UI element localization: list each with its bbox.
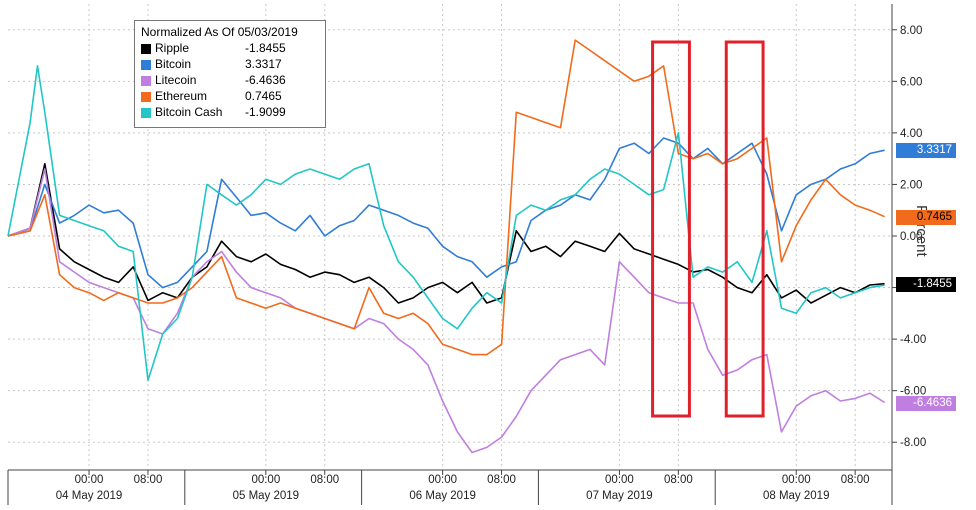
- y-tick-label: 4.00: [900, 128, 922, 140]
- y-tick-label: 6.00: [900, 76, 922, 88]
- x-tick-label: 08:00: [134, 474, 163, 486]
- legend-label: Bitcoin: [155, 57, 192, 71]
- y-tick-label: 0.00: [900, 231, 922, 243]
- x-tick-label: 00:00: [251, 474, 280, 486]
- highlight-box: [724, 40, 765, 418]
- series-line-ethereum: [7, 39, 885, 356]
- legend-label: Bitcoin Cash: [155, 105, 223, 119]
- y-tick-label: -8.00: [900, 437, 926, 449]
- series-line-ripple: [7, 163, 885, 304]
- day-label: 04 May 2019: [56, 490, 123, 502]
- legend-swatch: [141, 108, 151, 118]
- legend-swatch: [141, 60, 151, 70]
- legend-swatch: [141, 44, 151, 54]
- series-line-bitcoin: [7, 137, 885, 289]
- last-value-tag-bitcoin: 3.3317: [896, 143, 956, 159]
- legend-item-litecoin: Litecoin -6.4636: [141, 73, 321, 89]
- grid: [8, 4, 892, 468]
- legend-item-bitcoin: Bitcoin 3.3317: [141, 57, 321, 73]
- last-value-tag-ripple: -1.8455: [896, 276, 956, 292]
- legend-value: -6.4636: [245, 73, 286, 87]
- last-value-tag-ethereum: 0.7465: [896, 209, 956, 225]
- legend-swatch: [141, 76, 151, 86]
- x-tick-label: 08:00: [664, 474, 693, 486]
- legend-value: 0.7465: [245, 89, 282, 103]
- legend-value: -1.8455: [245, 41, 286, 55]
- last-value-tag-litecoin: -6.4636: [896, 395, 956, 411]
- x-tick-label: 08:00: [310, 474, 339, 486]
- highlight-box: [651, 40, 691, 418]
- legend-label: Ethereum: [155, 89, 208, 103]
- y-tick-label: 8.00: [900, 25, 922, 37]
- legend-value: -1.9099: [245, 105, 286, 119]
- x-tick-label: 08:00: [841, 474, 870, 486]
- day-label: 07 May 2019: [586, 490, 653, 502]
- legend-item-ripple: Ripple -1.8455: [141, 41, 321, 57]
- y-tick-label: 2.00: [900, 179, 922, 191]
- day-label: 06 May 2019: [409, 490, 476, 502]
- series-lines: [7, 39, 886, 454]
- legend-label: Ripple: [155, 41, 190, 55]
- legend-item-ethereum: Ethereum 0.7465: [141, 89, 321, 105]
- legend-swatch: [141, 92, 151, 102]
- legend-label: Litecoin: [155, 73, 197, 87]
- x-tick-label: 00:00: [782, 474, 811, 486]
- y-tick-label: -4.00: [900, 334, 926, 346]
- y-tick-label: -6.00: [900, 386, 926, 398]
- x-tick-label: 00:00: [428, 474, 457, 486]
- day-label: 08 May 2019: [763, 490, 830, 502]
- x-tick-label: 00:00: [605, 474, 634, 486]
- day-label: 05 May 2019: [233, 490, 300, 502]
- series-line-bitcoin-cash: [7, 65, 885, 382]
- legend-title: Normalized As Of 05/03/2019: [141, 25, 298, 39]
- legend: Normalized As Of 05/03/2019 Ripple -1.84…: [134, 20, 326, 128]
- x-tick-label: 00:00: [75, 474, 104, 486]
- legend-item-bitcoin-cash: Bitcoin Cash -1.9099: [141, 105, 321, 121]
- x-tick-label: 08:00: [487, 474, 516, 486]
- highlight-boxes: [651, 40, 765, 418]
- legend-value: 3.3317: [245, 57, 282, 71]
- series-line-litecoin: [7, 168, 886, 454]
